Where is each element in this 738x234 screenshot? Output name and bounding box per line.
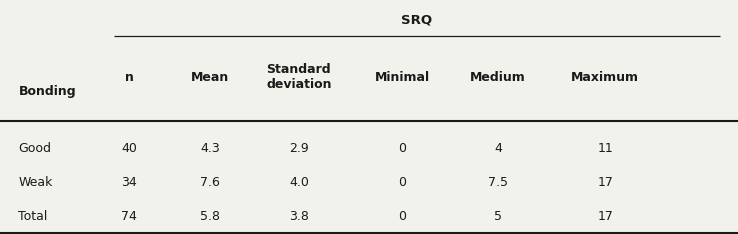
Text: Standard
deviation: Standard deviation — [266, 63, 331, 91]
Text: 17: 17 — [597, 176, 613, 189]
Text: 4: 4 — [494, 142, 502, 155]
Text: Medium: Medium — [470, 71, 526, 84]
Text: n: n — [125, 71, 134, 84]
Text: 4.0: 4.0 — [289, 176, 308, 189]
Text: 5.8: 5.8 — [200, 210, 221, 223]
Text: 4.3: 4.3 — [201, 142, 220, 155]
Text: Mean: Mean — [191, 71, 230, 84]
Text: Weak: Weak — [18, 176, 53, 189]
Text: 17: 17 — [597, 210, 613, 223]
Text: 7.6: 7.6 — [201, 176, 220, 189]
Text: 11: 11 — [597, 142, 613, 155]
Text: Bonding: Bonding — [18, 85, 76, 98]
Text: SRQ: SRQ — [401, 13, 432, 26]
Text: Minimal: Minimal — [375, 71, 430, 84]
Text: 34: 34 — [121, 176, 137, 189]
Text: 3.8: 3.8 — [289, 210, 308, 223]
Text: 5: 5 — [494, 210, 502, 223]
Text: Maximum: Maximum — [571, 71, 639, 84]
Text: 2.9: 2.9 — [289, 142, 308, 155]
Text: 0: 0 — [399, 176, 406, 189]
Text: 0: 0 — [399, 142, 406, 155]
Text: Good: Good — [18, 142, 52, 155]
Text: 74: 74 — [121, 210, 137, 223]
Text: 7.5: 7.5 — [488, 176, 508, 189]
Text: 0: 0 — [399, 210, 406, 223]
Text: 40: 40 — [121, 142, 137, 155]
Text: Total: Total — [18, 210, 48, 223]
